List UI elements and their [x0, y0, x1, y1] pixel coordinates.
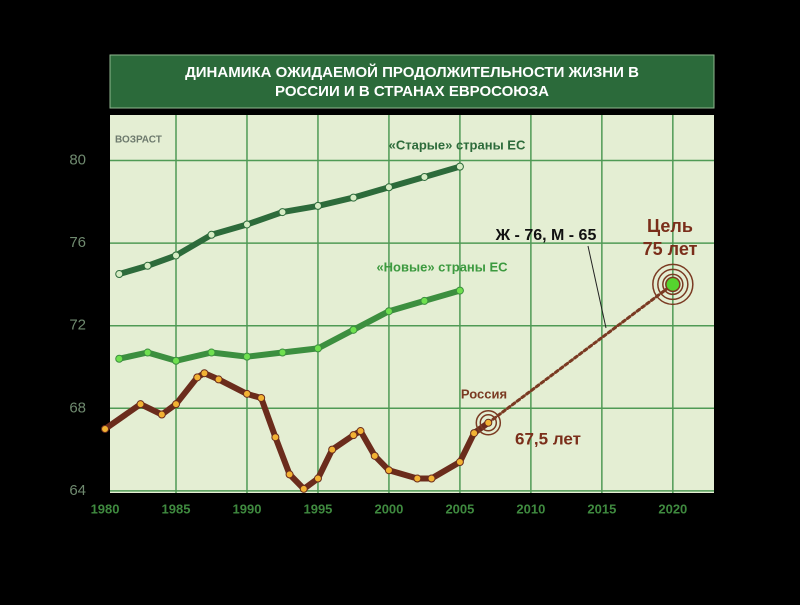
annotation: 67,5 лет: [515, 429, 581, 448]
x-tick-label: 2020: [658, 501, 687, 516]
x-tick-label: 1985: [162, 501, 191, 516]
point: [484, 418, 493, 427]
x-tick-label: 2015: [587, 501, 616, 516]
series-label: «Новые» страны ЕС: [376, 259, 508, 274]
point: [193, 373, 202, 382]
series-group: [101, 162, 694, 493]
point: [242, 352, 251, 361]
point: [242, 220, 251, 229]
x-tick-label: 1980: [91, 501, 120, 516]
point: [313, 201, 322, 210]
point: [328, 445, 337, 454]
series-label: Цель: [647, 216, 693, 236]
point: [242, 389, 251, 398]
target-ring: [657, 268, 689, 301]
point: [455, 286, 464, 295]
x-tick-label: 2010: [516, 501, 545, 516]
point: [420, 296, 429, 305]
point: [172, 251, 181, 260]
x-tick-label: 1995: [303, 501, 332, 516]
point: [278, 208, 287, 217]
y-axis-label: ВОЗРАСТ: [115, 135, 162, 146]
point: [172, 356, 181, 365]
annotation: 75 лет: [643, 239, 698, 259]
chart-title: ДИНАМИКА ОЖИДАЕМОЙ ПРОДОЛЖИТЕЛЬНОСТИ ЖИЗ…: [185, 63, 639, 81]
start-ring: [479, 414, 498, 432]
point: [115, 354, 124, 363]
target-line: [486, 282, 675, 425]
point: [271, 433, 280, 442]
point: [143, 261, 152, 270]
point: [172, 400, 181, 409]
x-tick-label: 2005: [445, 501, 474, 516]
title-box: [109, 54, 715, 109]
point: [313, 344, 322, 353]
target-ring: [652, 263, 694, 306]
grid: [110, 115, 714, 493]
point: [455, 458, 464, 467]
point: [207, 348, 216, 357]
point: [349, 431, 358, 440]
point: [299, 484, 308, 493]
point: [101, 424, 110, 433]
point: [200, 369, 209, 378]
point: [313, 474, 322, 483]
point: [257, 393, 266, 402]
point: [384, 466, 393, 475]
y-tick-label: 80: [69, 151, 86, 168]
x-tick-label: 1990: [233, 501, 262, 516]
point: [455, 162, 464, 171]
target-ring: [662, 273, 684, 296]
series-label: «Старые» страны ЕС: [389, 137, 526, 152]
point: [384, 307, 393, 316]
point: [207, 230, 216, 239]
target-marker: [665, 276, 681, 293]
y-tick-label: 64: [69, 482, 86, 499]
point: [349, 325, 358, 334]
point: [157, 410, 166, 419]
series-label: Россия: [461, 386, 507, 401]
point: [278, 348, 287, 357]
x-tick-label: 2000: [374, 501, 403, 516]
chart-title: РОССИИ И В СТРАНАХ ЕВРОСОЮЗА: [275, 83, 549, 100]
point: [115, 270, 124, 279]
y-tick-label: 68: [69, 399, 86, 416]
point: [143, 348, 152, 357]
leader-line: [587, 245, 607, 329]
point: [420, 172, 429, 181]
y-tick-label: 76: [69, 234, 86, 251]
point: [356, 427, 365, 436]
point: [427, 474, 436, 483]
point: [214, 375, 223, 384]
point: [470, 429, 479, 438]
start-ring: [475, 410, 502, 436]
point: [413, 474, 422, 483]
point: [285, 470, 294, 479]
point: [370, 451, 379, 460]
y-tick-label: 72: [69, 317, 86, 334]
point: [349, 193, 358, 202]
point: [136, 400, 145, 409]
annotation: Ж - 76, М - 65: [495, 227, 597, 244]
point: [384, 183, 393, 192]
